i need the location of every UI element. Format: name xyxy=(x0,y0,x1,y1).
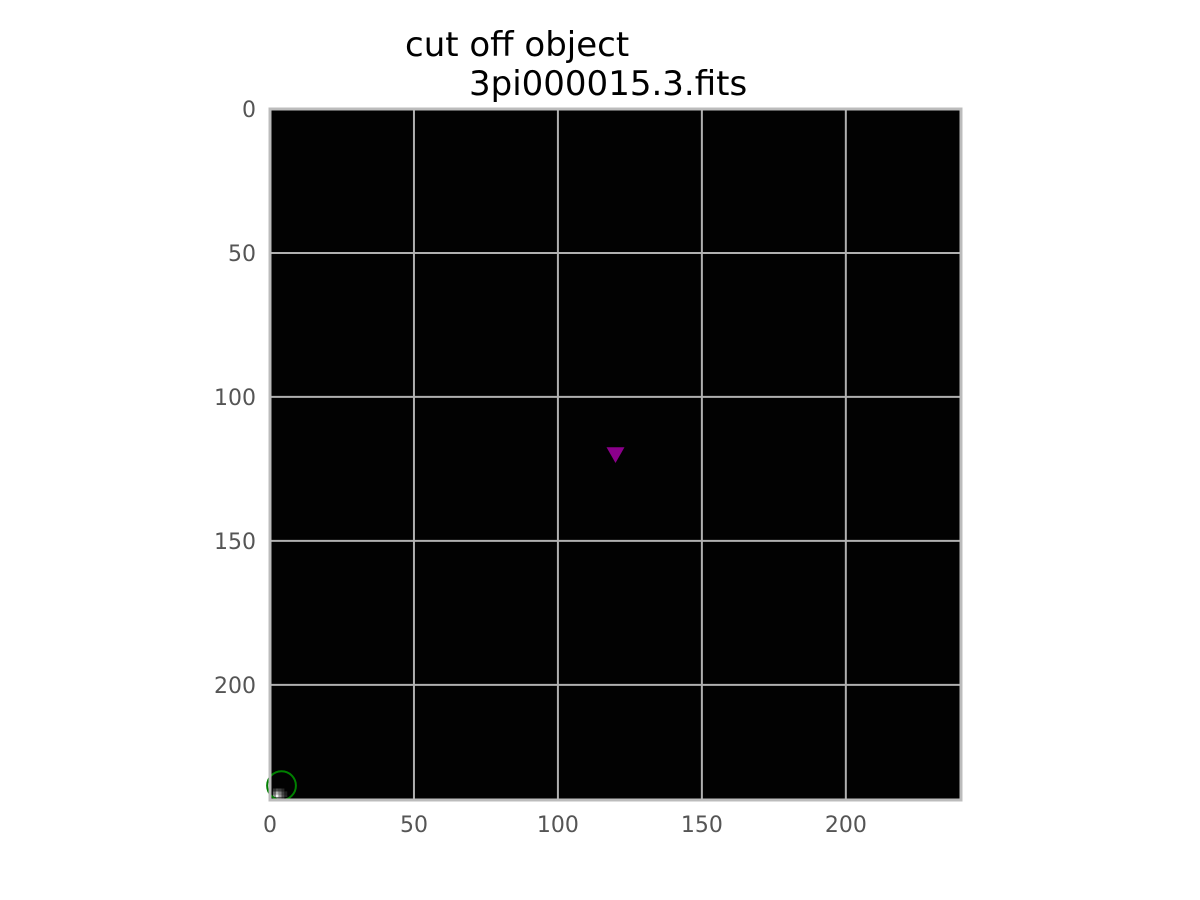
grid-lines xyxy=(270,109,961,800)
title-line-1: cut off object xyxy=(405,25,629,65)
bright-pixel xyxy=(278,788,282,792)
bright-pixel xyxy=(284,791,288,795)
bright-pixel xyxy=(281,791,285,795)
bright-pixel xyxy=(281,794,285,798)
x-tick-label: 150 xyxy=(681,813,723,838)
bright-pixel xyxy=(278,794,282,798)
x-axis-ticks: 0 50 100 150 200 xyxy=(263,813,867,838)
y-tick-label: 50 xyxy=(228,242,256,267)
y-axis-ticks: 0 50 100 150 200 xyxy=(214,98,256,699)
bright-pixel xyxy=(272,791,276,795)
y-tick-label: 150 xyxy=(214,530,256,555)
bright-pixel xyxy=(272,794,276,798)
x-tick-label: 0 xyxy=(263,813,277,838)
x-tick-label: 100 xyxy=(537,813,579,838)
y-tick-label: 0 xyxy=(242,98,256,123)
chart-title: cut off object 3pi000015.3.fits xyxy=(405,25,747,104)
triangle-marker xyxy=(606,447,625,464)
x-tick-label: 200 xyxy=(825,813,867,838)
bright-pixel xyxy=(275,794,279,798)
bright-pixel xyxy=(278,791,282,795)
bright-pixel xyxy=(275,788,279,792)
title-line-2: 3pi000015.3.fits xyxy=(469,64,747,104)
y-tick-label: 200 xyxy=(214,674,256,699)
bright-pixel xyxy=(281,788,285,792)
plot-frame xyxy=(268,107,963,802)
image-plot-area xyxy=(266,107,963,802)
y-tick-label: 100 xyxy=(214,386,256,411)
bright-pixel xyxy=(275,791,279,795)
bright-pixel xyxy=(272,788,276,792)
bright-pixel xyxy=(284,794,288,798)
x-tick-label: 50 xyxy=(400,813,428,838)
